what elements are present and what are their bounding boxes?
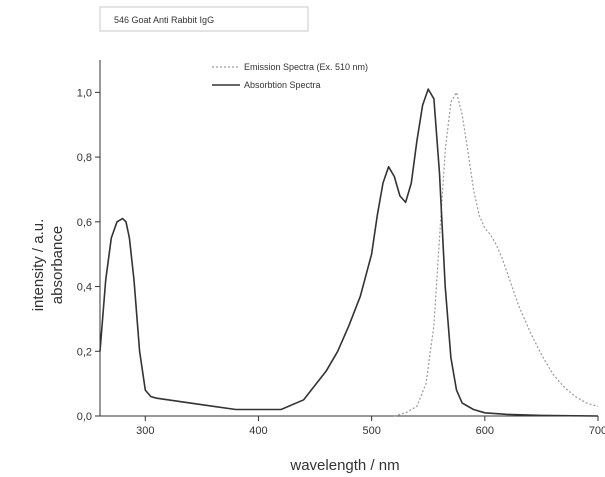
legend-label-emission: Emission Spectra (Ex. 510 nm): [244, 62, 368, 72]
x-tick-label: 600: [476, 425, 494, 437]
emission-spectrum-line: [394, 91, 599, 417]
legend: Emission Spectra (Ex. 510 nm) Absorbtion…: [212, 62, 368, 90]
x-tick-label: 500: [362, 425, 380, 437]
x-axis-ticks: 300 400 500 600 700: [136, 416, 605, 437]
y-tick-label: 0,4: [77, 282, 92, 294]
y-tick-label: 1,0: [77, 87, 92, 99]
x-tick-label: 400: [249, 425, 267, 437]
y-axis-title-line-1: intensity / a.u.: [30, 219, 47, 312]
y-tick-label: 0,6: [77, 217, 92, 229]
x-tick-label: 700: [589, 425, 605, 437]
y-tick-label: 0,8: [77, 152, 92, 164]
y-tick-label: 0,2: [77, 346, 92, 358]
absorption-spectrum-line: [99, 88, 599, 417]
x-axis-title: wavelength / nm: [289, 457, 399, 474]
y-tick-label: 0,0: [77, 411, 92, 423]
legend-label-absorption: Absorbtion Spectra: [244, 80, 321, 90]
series-layer: [99, 88, 599, 417]
x-tick-label: 300: [136, 425, 154, 437]
title-box: [99, 6, 309, 32]
y-axis-title-line-2: absorbance: [49, 226, 66, 304]
chart-title: 546 Goat Anti Rabbit IgG: [114, 15, 214, 25]
y-axis-ticks: 0,0 0,2 0,4 0,6 0,8 1,0: [77, 87, 100, 423]
